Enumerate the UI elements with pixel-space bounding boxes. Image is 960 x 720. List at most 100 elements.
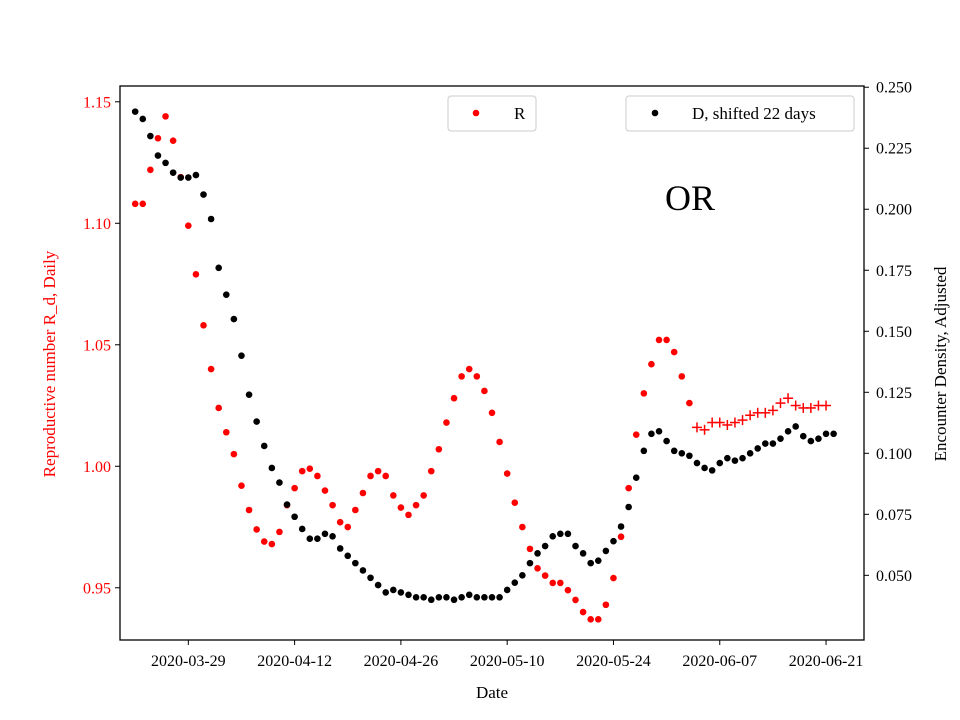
right-y-tick-label: 0.125: [876, 385, 912, 402]
r-point: [260, 538, 268, 545]
left-y-axis-label: Reproductive number R_d, Daily: [40, 250, 59, 477]
d-point: [230, 315, 238, 323]
d-point: [154, 152, 162, 159]
r-point: [450, 394, 458, 402]
x-axis: 2020-03-29 2020-04-12 2020-04-26 2020-05-10…: [151, 640, 863, 670]
d-point: [769, 440, 777, 447]
r-point: [557, 579, 564, 587]
r-projected-point: [691, 422, 702, 433]
d-point: [648, 430, 655, 438]
r-point: [670, 348, 678, 356]
d-point: [564, 530, 572, 538]
r-point: [496, 438, 503, 446]
r-point: [131, 200, 139, 208]
r-point: [617, 533, 625, 541]
d-point: [777, 435, 784, 442]
r-point: [412, 501, 420, 509]
legend-d-marker: [651, 109, 659, 117]
r-point: [405, 511, 412, 519]
x-tick-label: 2020-03-29: [151, 653, 226, 670]
d-point: [397, 589, 405, 596]
d-point: [519, 572, 526, 579]
d-point: [701, 464, 708, 472]
d-point: [435, 593, 443, 601]
left-y-tick-label: 1.05: [83, 337, 111, 354]
r-point: [169, 137, 177, 144]
legend-r: R: [447, 95, 537, 132]
d-point: [367, 574, 374, 582]
r-point: [359, 489, 367, 497]
r-point: [443, 419, 450, 426]
d-point: [382, 589, 390, 596]
r-point: [374, 467, 382, 475]
x-tick-label: 2020-06-21: [789, 653, 864, 670]
r-point: [329, 501, 336, 509]
r-point: [291, 484, 298, 492]
d-point: [572, 542, 579, 550]
r-point: [579, 608, 587, 616]
legend-r-label: R: [514, 104, 526, 123]
x-tick-label: 2020-05-24: [576, 653, 651, 670]
x-tick-label: 2020-04-12: [257, 653, 332, 670]
d-point: [655, 428, 663, 435]
d-point: [412, 593, 420, 601]
r-point: [162, 113, 169, 120]
d-point: [458, 593, 465, 601]
r-point: [488, 409, 496, 417]
plot-frame: [119, 85, 865, 641]
r-point: [534, 565, 541, 572]
r-point: [655, 336, 663, 344]
x-tick-label: 2020-05-10: [470, 653, 545, 670]
r-point: [192, 271, 200, 278]
d-point: [291, 513, 298, 521]
d-point: [314, 535, 321, 543]
d-point: [260, 442, 268, 450]
r-point: [503, 470, 511, 477]
d-point: [670, 447, 678, 455]
d-point: [147, 132, 154, 140]
d-point: [443, 593, 450, 601]
d-point: [162, 159, 169, 167]
r-projected-point: [775, 398, 786, 409]
x-tick-label: 2020-06-07: [682, 653, 757, 670]
d-point: [511, 579, 519, 586]
d-point: [678, 449, 686, 457]
d-point: [481, 593, 488, 601]
legend-r-marker: [472, 109, 480, 117]
r-point: [314, 472, 321, 480]
d-point: [329, 532, 336, 540]
d-point: [488, 593, 496, 601]
d-point: [534, 550, 541, 557]
r-point: [549, 579, 557, 587]
d-point: [222, 291, 230, 298]
d-point: [450, 596, 458, 604]
r-point: [139, 200, 147, 208]
d-point: [238, 352, 245, 359]
plot-marks: [131, 108, 837, 623]
legend-d: D, shifted 22 days: [625, 95, 855, 132]
r-point: [458, 373, 465, 380]
r-point: [382, 472, 390, 480]
r-point: [541, 572, 549, 579]
d-point: [724, 454, 731, 462]
r-point: [298, 467, 306, 475]
right-y-axis: 0.050 0.075 0.100 0.125 0.150 0.175 0.200 0.225…: [864, 80, 912, 585]
d-point: [139, 115, 147, 123]
right-y-tick-label: 0.100: [876, 446, 912, 463]
r-projected-point: [760, 407, 771, 418]
r-point: [481, 387, 488, 395]
d-point: [762, 440, 769, 447]
r-point: [207, 365, 215, 373]
r-point: [238, 482, 245, 490]
d-point: [177, 174, 185, 181]
r-projected-point: [745, 410, 756, 421]
r-point: [268, 540, 276, 548]
x-tick-label: 2020-04-26: [364, 653, 439, 670]
d-point: [799, 432, 807, 440]
d-point: [169, 169, 177, 176]
d-point: [503, 586, 511, 594]
d-point: [185, 174, 192, 181]
r-point: [526, 545, 534, 553]
d-point: [306, 535, 314, 543]
